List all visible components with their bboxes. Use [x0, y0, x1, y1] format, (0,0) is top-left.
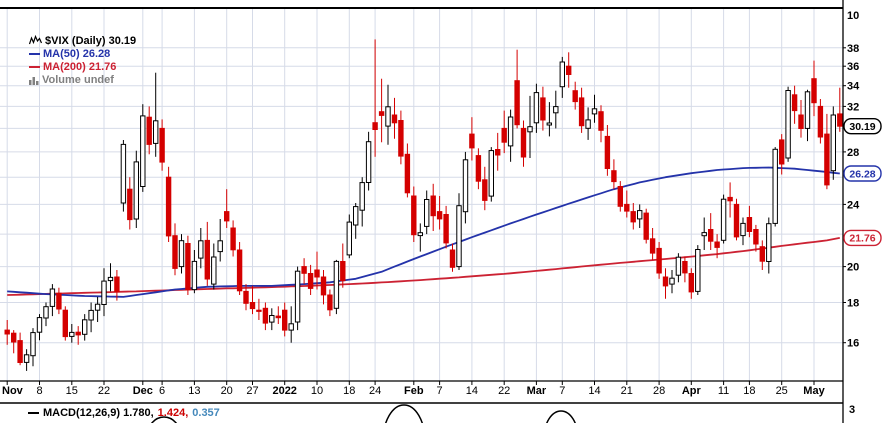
- svg-text:38: 38: [847, 43, 859, 55]
- svg-text:8: 8: [36, 385, 42, 397]
- svg-text:14: 14: [588, 385, 600, 397]
- ma200-row: MA(200) 21.76: [29, 60, 136, 73]
- ma200-line: [7, 237, 840, 296]
- svg-text:21.76: 21.76: [849, 233, 875, 245]
- symbol-row: $VIX (Daily) 30.19: [29, 34, 136, 47]
- svg-text:30.19: 30.19: [849, 121, 875, 133]
- chart-legend: $VIX (Daily) 30.19 MA(50) 26.28 MA(200) …: [29, 34, 136, 86]
- svg-text:Dec: Dec: [133, 385, 153, 397]
- svg-text:20: 20: [847, 262, 859, 274]
- svg-text:22: 22: [98, 385, 110, 397]
- svg-text:25: 25: [776, 385, 788, 397]
- volume-row: Volume undef: [29, 73, 136, 86]
- ma200-line-icon: [29, 65, 40, 68]
- svg-text:26.28: 26.28: [849, 168, 875, 180]
- volume-bars-icon: [29, 75, 39, 85]
- svg-text:21: 21: [621, 385, 633, 397]
- macd-legend: MACD(12,26,9) 1.780, 1.424, 0.357: [28, 405, 220, 420]
- svg-text:16: 16: [847, 338, 859, 350]
- svg-text:7: 7: [559, 385, 565, 397]
- candles-layer: [4, 39, 843, 371]
- macd-line-icon: [28, 411, 39, 414]
- svg-text:13: 13: [188, 385, 200, 397]
- svg-text:18: 18: [847, 298, 859, 310]
- upper-panel-axis-label: 10: [847, 10, 860, 22]
- ma50-line: [7, 166, 840, 298]
- svg-text:18: 18: [343, 385, 355, 397]
- svg-text:34: 34: [847, 81, 860, 93]
- svg-text:10: 10: [311, 385, 323, 397]
- ma50-line-icon: [29, 52, 40, 55]
- macd-panel-axis-label: 3: [849, 404, 856, 416]
- ma200-label: MA(200) 21.76: [43, 60, 117, 73]
- svg-text:Mar: Mar: [527, 385, 547, 397]
- annotation-ellipses: [150, 404, 576, 423]
- svg-text:6: 6: [159, 385, 165, 397]
- ma50-row: MA(50) 26.28: [29, 47, 136, 60]
- svg-text:20: 20: [221, 385, 233, 397]
- svg-text:14: 14: [466, 385, 478, 397]
- svg-text:36: 36: [847, 61, 859, 73]
- svg-text:28: 28: [847, 147, 859, 159]
- svg-text:7: 7: [437, 385, 443, 397]
- x-axis: Nov 8 15 22 Dec 6 13 20 27 2022 10 18 24 Feb 7 14 22 Mar 7…: [2, 381, 826, 397]
- y-axis: 38 36 34 32 28 24 20 18 16: [843, 43, 860, 350]
- svg-text:24: 24: [847, 199, 860, 211]
- svg-text:Apr: Apr: [682, 385, 702, 397]
- svg-text:15: 15: [66, 385, 78, 397]
- svg-text:Feb: Feb: [404, 385, 424, 397]
- svg-text:22: 22: [498, 385, 510, 397]
- volume-label: Volume undef: [42, 73, 114, 86]
- svg-text:32: 32: [847, 101, 859, 113]
- svg-text:27: 27: [246, 385, 258, 397]
- svg-text:Nov: Nov: [2, 385, 24, 397]
- svg-text:May: May: [803, 385, 825, 397]
- macd-label: MACD(12,26,9) 1.780,: [43, 406, 154, 419]
- svg-text:18: 18: [743, 385, 755, 397]
- frame-lines: [0, 0, 844, 423]
- svg-text:2022: 2022: [272, 385, 296, 397]
- macd-signal-value: 1.424,: [157, 406, 189, 419]
- symbol-title: $VIX (Daily) 30.19: [45, 34, 137, 47]
- svg-text:11: 11: [718, 385, 729, 397]
- svg-text:24: 24: [369, 385, 381, 397]
- price-boxes: 30.19 26.28 21.76: [843, 117, 882, 247]
- svg-text:28: 28: [653, 385, 665, 397]
- ma50-label: MA(50) 26.28: [43, 47, 111, 60]
- macd-histogram-value: 0.357: [192, 406, 220, 419]
- chart-style-icon: [29, 35, 42, 46]
